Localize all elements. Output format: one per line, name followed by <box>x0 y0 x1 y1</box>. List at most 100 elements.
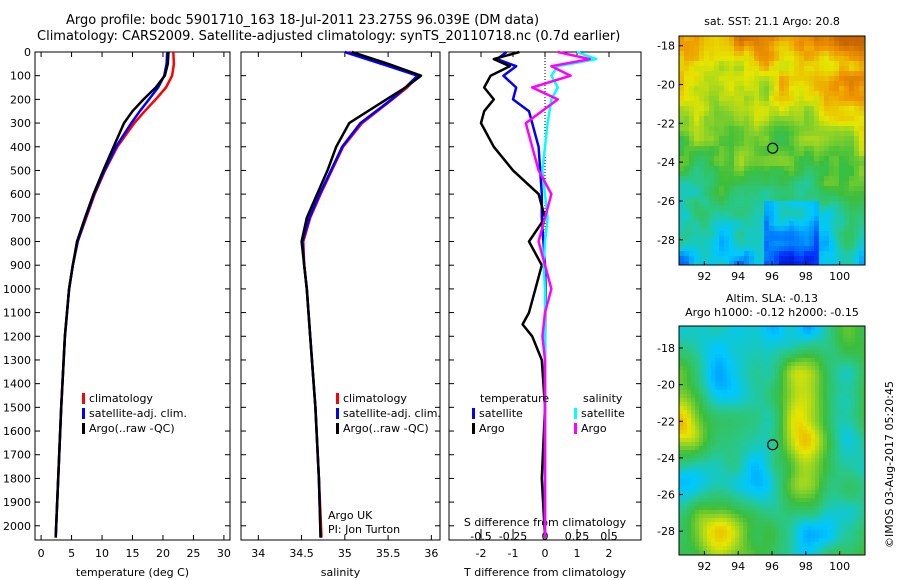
sla-map-cell <box>795 514 800 519</box>
sst-map-cell <box>719 241 725 247</box>
sst-map-cell <box>714 171 720 177</box>
sla-map-cell <box>711 522 716 527</box>
sla-map-cell <box>747 486 752 491</box>
sla-map-cell <box>807 486 812 491</box>
sla-map-cell <box>819 366 824 371</box>
sla-map-cell <box>679 454 684 459</box>
sla-map-cell <box>819 502 824 507</box>
sla-map-cell <box>739 326 744 331</box>
sla-map-cell <box>727 458 732 463</box>
sla-map-cell <box>747 438 752 443</box>
sla-map-cell <box>835 410 840 415</box>
sla-map-cell <box>775 378 780 383</box>
sla-map-cell <box>767 334 772 339</box>
sst-map-cell <box>854 71 860 77</box>
sla-map-cell <box>759 434 764 439</box>
sst-map-cell <box>819 171 825 177</box>
sst-map-cell <box>724 216 730 222</box>
sla-map-cell <box>827 522 832 527</box>
sst-map-cell <box>849 171 855 177</box>
sla-map-cell <box>787 534 792 539</box>
sla-map-cell <box>711 462 716 467</box>
sst-map-cell <box>809 191 815 197</box>
sst-map-cell <box>709 151 715 157</box>
sst-map-cell <box>699 261 705 265</box>
sst-map-cell <box>719 76 725 82</box>
sla-map-cell <box>827 454 832 459</box>
sla-map-cell <box>795 518 800 523</box>
sst-map-cell <box>859 206 865 212</box>
sla-map-cell <box>851 538 856 543</box>
sla-map-cell <box>739 346 744 351</box>
sst-map-cell <box>689 76 695 82</box>
sla-map-cell <box>707 438 712 443</box>
sst-map-cell <box>759 231 765 237</box>
sst-map-cell <box>679 81 685 87</box>
sla-map-cell <box>771 446 776 451</box>
sla-map-cell <box>791 430 796 435</box>
sla-map-cell <box>831 474 836 479</box>
sla-map-cell <box>847 354 852 359</box>
sla-map-cell <box>835 450 840 455</box>
sst-map-cell <box>809 36 815 42</box>
sla-map-cell <box>851 546 856 551</box>
sla-map-cell <box>763 402 768 407</box>
sst-map-cell <box>749 221 755 227</box>
sla-map-cell <box>691 502 696 507</box>
sst-map-cell <box>759 51 765 57</box>
sla-map-cell <box>735 334 740 339</box>
sla-map-cell <box>699 326 704 331</box>
sla-map-cell <box>859 522 864 527</box>
sst-map-cell <box>744 56 750 62</box>
sst-map-cell <box>759 206 765 212</box>
sst-map-cell <box>819 181 825 187</box>
sst-map-cell <box>789 256 795 262</box>
sla-map-cell <box>827 450 832 455</box>
sla-map-cell <box>719 350 724 355</box>
sla-map-cell <box>719 386 724 391</box>
sla-map-cell <box>815 518 820 523</box>
sla-map-cell <box>735 550 740 555</box>
sst-map-cell <box>724 61 730 67</box>
sst-map-cell <box>774 51 780 57</box>
sst-map-cell <box>729 231 735 237</box>
sla-map-cell <box>743 382 748 387</box>
sla-map-cell <box>795 474 800 479</box>
sla-map-cell <box>779 474 784 479</box>
sla-map-cell <box>843 434 848 439</box>
sst-map-cell <box>784 181 790 187</box>
sla-map-lat-tick-label: -24 <box>657 452 675 465</box>
sst-map-cell <box>739 66 745 72</box>
sla-map-cell <box>855 434 860 439</box>
sla-map-cell <box>763 430 768 435</box>
sla-map-cell <box>807 514 812 519</box>
sla-map-cell <box>723 490 728 495</box>
sla-map-cell <box>687 542 692 547</box>
sst-map-cell <box>834 181 840 187</box>
sla-map-cell <box>795 362 800 367</box>
sla-map-cell <box>771 414 776 419</box>
sla-map-cell <box>771 402 776 407</box>
sst-map-cell <box>694 46 700 52</box>
sla-map-cell <box>743 470 748 475</box>
sla-map-cell <box>783 330 788 335</box>
sla-map-cell <box>695 454 700 459</box>
sst-map-cell <box>819 236 825 242</box>
sla-map-cell <box>763 462 768 467</box>
sla-map-cell <box>711 542 716 547</box>
sst-map-cell <box>859 246 865 252</box>
sst-map-cell <box>724 156 730 162</box>
sla-map-cell <box>795 526 800 531</box>
sst-map-cell <box>709 136 715 142</box>
sla-map-cell <box>699 518 704 523</box>
sst-map-cell <box>804 161 810 167</box>
sst-map-cell <box>789 176 795 182</box>
sla-map-cell <box>755 518 760 523</box>
sla-map-cell <box>807 542 812 547</box>
sst-map-cell <box>684 36 690 42</box>
sst-map-cell <box>834 141 840 147</box>
sla-map-cell <box>715 538 720 543</box>
sla-map-cell <box>723 530 728 535</box>
sst-map-cell <box>709 41 715 47</box>
sst-map-cell <box>679 256 685 262</box>
